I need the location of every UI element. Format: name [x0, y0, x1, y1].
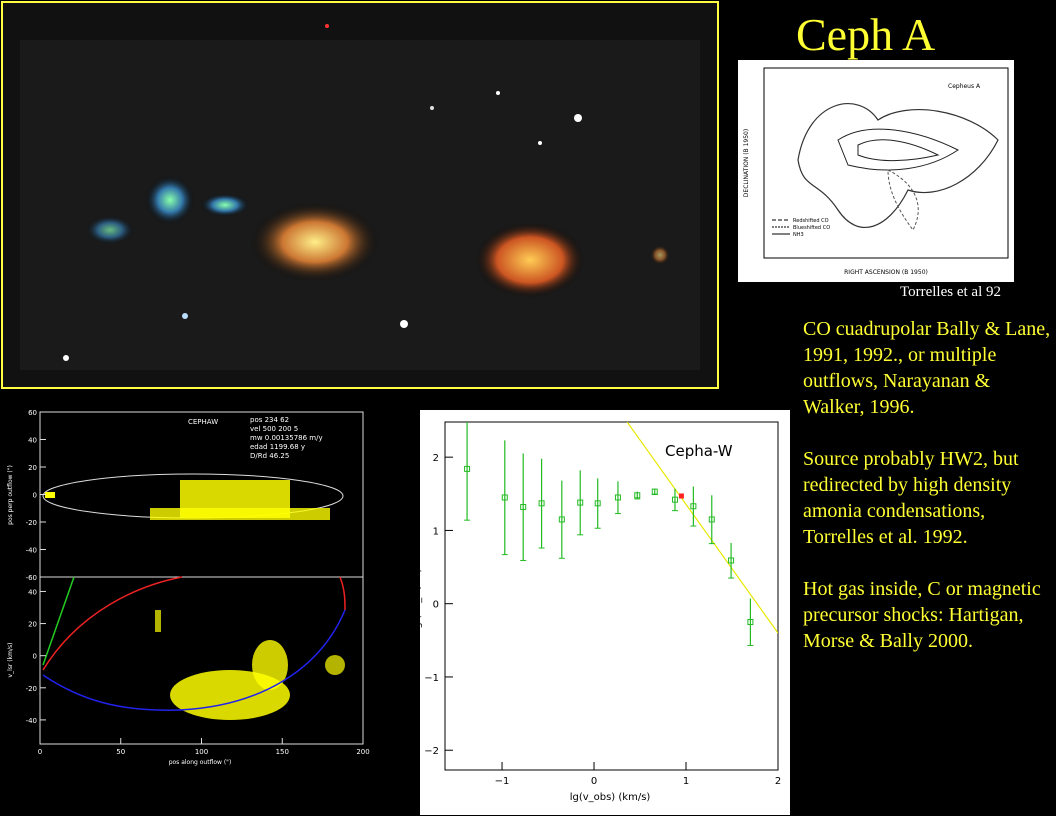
data-point: [520, 503, 527, 510]
y-tick-label: −1: [424, 673, 439, 684]
x-tick-label: 0: [591, 776, 597, 787]
data-point: [464, 465, 471, 472]
info-line: pos 234 62: [250, 416, 289, 424]
x-tick-label: 2: [775, 776, 781, 787]
fit-line: [626, 422, 778, 634]
slide-title: Ceph A: [796, 9, 936, 60]
map-xlabel: RIGHT ASCENSION (B 1950): [844, 269, 928, 276]
data-point: [747, 619, 754, 626]
y-tick-label: 20: [28, 464, 37, 472]
data-point: [594, 500, 601, 507]
data-point: [651, 488, 658, 495]
contour-map: Cepheus A RIGHT ASCENSION (B 1950) DECLI…: [738, 60, 1014, 282]
y-tick-label: 2: [433, 453, 439, 464]
data-point: [558, 516, 565, 523]
x-tick-label: 0: [38, 748, 42, 756]
x-tick-label: −1: [495, 776, 510, 787]
x-tick-label: 150: [276, 748, 289, 756]
data-point: [501, 494, 508, 501]
info-line: edad 1199.68 y: [250, 443, 305, 451]
x-tick-label: 50: [116, 748, 125, 756]
spectrum-plot: −1 0 1 2 2 1 0 −1 −2 Cepha-W lg(v_obs) (km/s) lg (Σ…: [412, 410, 790, 815]
plot-label: CEPHAW: [188, 418, 218, 426]
legend-label: Redshifted CO: [793, 218, 829, 224]
y-tick-label: 1: [433, 526, 439, 537]
info-line: mw 0.00135786 m/y: [250, 434, 323, 442]
data-point: [671, 496, 678, 503]
y-tick-label: -60: [26, 574, 37, 582]
paragraph: Hot gas inside, C or magnetic precursor …: [803, 578, 1041, 652]
data-point: [708, 516, 715, 523]
paragraph: CO cuadrupolar Bally & Lane, 1991, 1992.…: [803, 318, 1051, 418]
y-tick-label: -20: [26, 685, 37, 693]
plot-label: Cepha-W: [665, 442, 733, 460]
map-label: Cepheus A: [948, 83, 981, 90]
x-tick-label: 100: [195, 748, 208, 756]
y-tick-label: -40: [26, 547, 37, 555]
citation: Torrelles et al 92: [900, 284, 1001, 300]
y-tick-label: 0: [433, 600, 439, 611]
y-axis-label: v_lsr (km/s): [7, 643, 14, 678]
data-point: [690, 503, 697, 510]
y-tick-label: 20: [28, 621, 37, 629]
plot-frame: [444, 421, 779, 771]
x-axis-label: lg(v_obs) (km/s): [570, 792, 651, 803]
x-tick-label: 200: [356, 748, 369, 756]
sky-image: [1, 1, 719, 389]
data-point: [538, 500, 545, 507]
data-point: [614, 494, 621, 501]
legend-label: NH3: [793, 232, 804, 238]
y-axis-label: pos perp outflow ("): [7, 465, 14, 525]
info-line: D/Rd 46.25: [250, 452, 289, 460]
position-plot: 0 50 100 150 2006040200-20-40-6040200-20-40p…: [7, 409, 370, 766]
y-tick-label: -20: [26, 519, 37, 527]
y-tick-label: 40: [28, 588, 37, 596]
y-tick-label: 60: [28, 409, 37, 417]
data-point: [728, 557, 735, 564]
y-tick-label: 40: [28, 437, 37, 445]
x-axis-label: pos along outflow ("): [169, 759, 232, 766]
text-body: CO cuadrupolar Bally & Lane, 1991, 1992.…: [803, 316, 1053, 680]
y-tick-label: −2: [424, 746, 439, 757]
map-ylabel: DECLINATION (B 1950): [743, 129, 750, 197]
y-tick-label: 0: [33, 492, 37, 500]
data-point: [634, 492, 641, 499]
x-tick-label: 1: [683, 776, 689, 787]
y-axis-label: lg (Σ I_v /Δv): [412, 569, 423, 632]
paragraph: Source probably HW2, but redirected by h…: [803, 448, 1019, 548]
legend-label: Blueshifted CO: [793, 225, 830, 231]
y-tick-label: -40: [26, 717, 37, 725]
info-line: vel 500 200 5: [250, 425, 298, 433]
data-point: [577, 499, 584, 506]
y-tick-label: 0: [33, 653, 37, 661]
highlight-point: [678, 493, 684, 499]
